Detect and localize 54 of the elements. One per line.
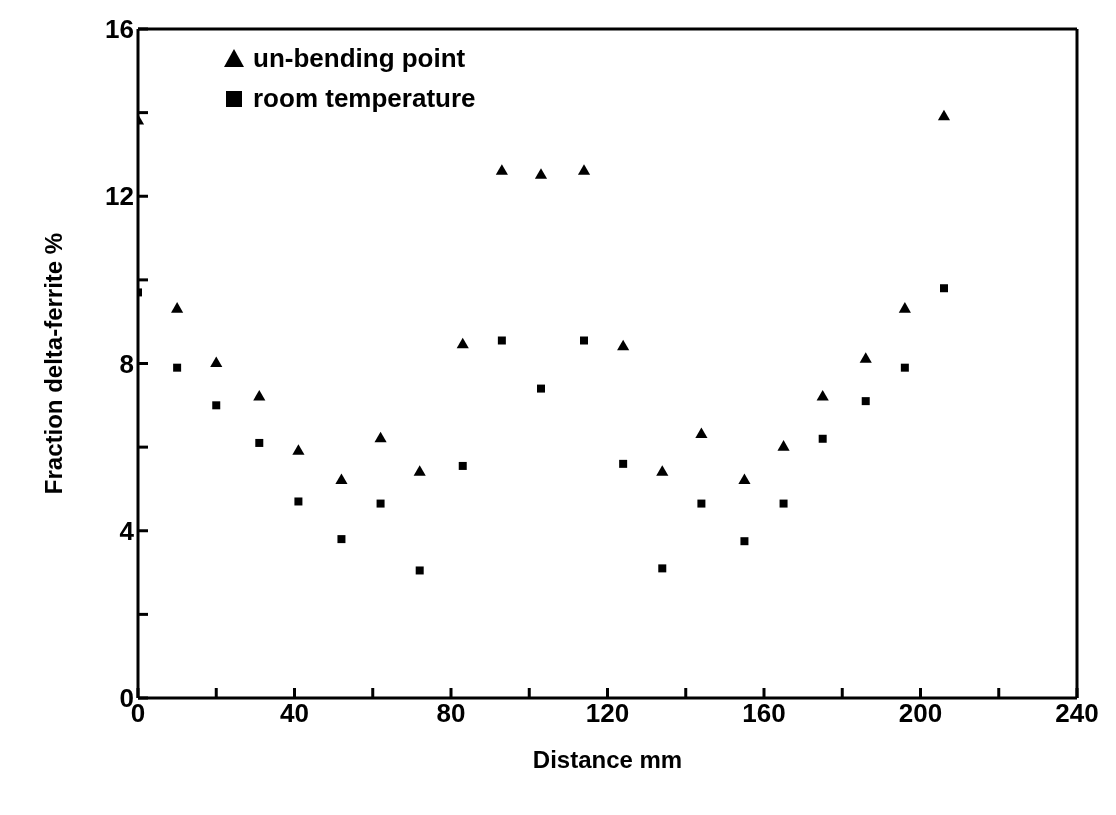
point [816, 389, 829, 401]
point [294, 497, 303, 506]
legend-label: room temperature [253, 82, 476, 114]
point [859, 352, 872, 363]
x-tick-label: 120 [585, 698, 630, 729]
point [212, 401, 221, 410]
point [656, 465, 669, 476]
point [255, 438, 264, 447]
x-tick-label: 200 [898, 698, 943, 729]
point [861, 397, 870, 406]
y-tick-label: 4 [119, 515, 135, 546]
legend-label: un-bending point [253, 42, 466, 74]
point [335, 473, 348, 485]
point [173, 363, 182, 372]
point [376, 499, 385, 508]
y-axis-title: Fraction delta-ferrite % [39, 232, 67, 495]
point [619, 459, 628, 468]
point [939, 284, 948, 293]
point [534, 168, 548, 179]
point [536, 384, 545, 393]
point [658, 564, 667, 573]
point [577, 164, 591, 175]
point [374, 431, 387, 443]
point [818, 434, 827, 443]
x-tick-label: 40 [280, 698, 309, 729]
point [497, 336, 506, 345]
y-tick-label: 8 [119, 348, 134, 379]
x-axis-title: Distance mm [532, 746, 683, 773]
point [697, 499, 706, 508]
point [253, 389, 266, 401]
point [617, 339, 630, 351]
point [777, 440, 790, 451]
point [415, 566, 424, 575]
point [210, 356, 223, 368]
point [779, 499, 788, 508]
point [695, 427, 708, 439]
point [337, 535, 346, 544]
point [458, 461, 467, 470]
point [900, 363, 909, 372]
y-tick-label: 12 [105, 181, 134, 212]
x-tick-label: 80 [436, 698, 466, 729]
point [456, 337, 469, 349]
point [580, 336, 589, 345]
point [495, 164, 508, 175]
point [292, 444, 305, 455]
point [738, 473, 751, 485]
point [898, 302, 911, 313]
y-tick-label: 16 [105, 14, 134, 45]
x-tick-label: 240 [1055, 698, 1099, 729]
point [171, 302, 184, 313]
point [413, 465, 426, 476]
point [740, 537, 749, 546]
point [937, 109, 951, 121]
x-tick-label: 160 [742, 698, 786, 729]
